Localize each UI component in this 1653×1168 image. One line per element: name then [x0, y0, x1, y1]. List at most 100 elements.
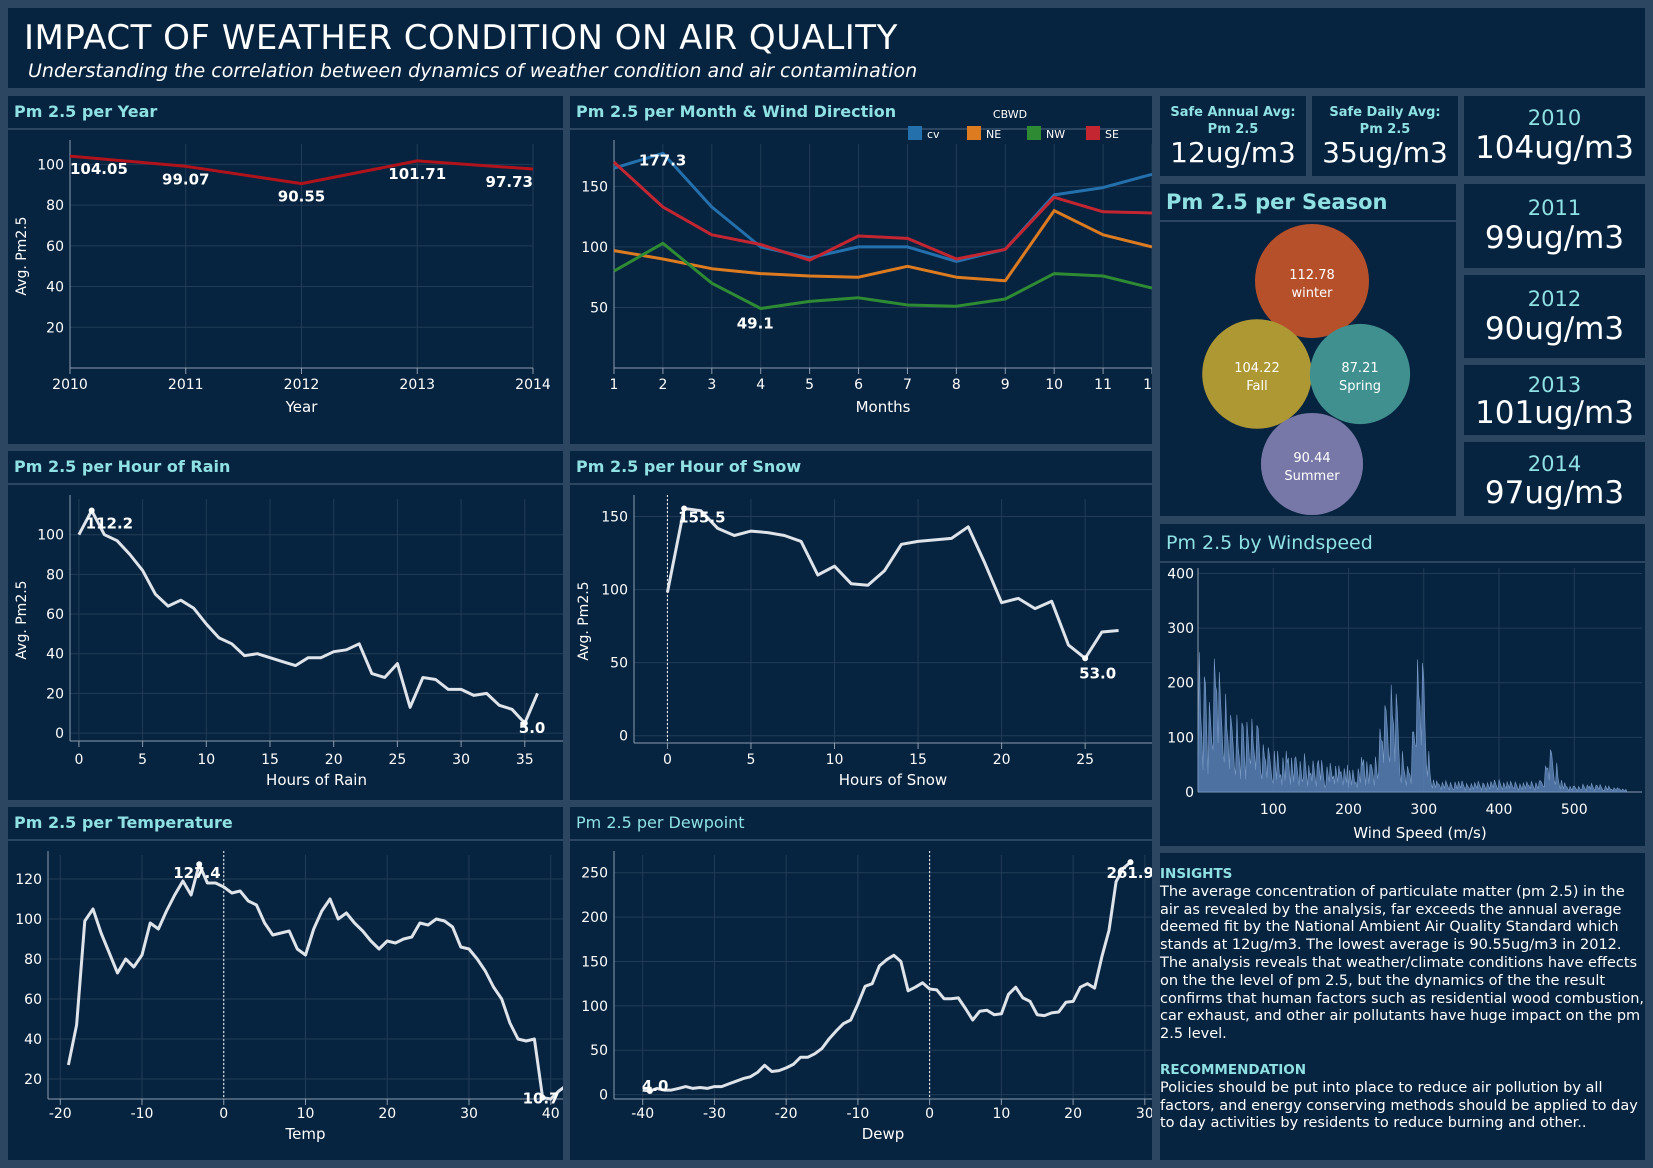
x-tick-label: 5 — [805, 377, 814, 393]
bubble-season-label: Spring — [1339, 379, 1381, 394]
annotation-marker — [196, 861, 203, 868]
y-tick-label: 100 — [37, 157, 64, 173]
legend-title: CBWD — [993, 108, 1027, 121]
x-tick-label: 100 — [1260, 802, 1287, 818]
y-axis-label: Avg. Pm2.5 — [14, 216, 30, 295]
year-card-value: 101ug/m3 — [1475, 395, 1634, 431]
series-line-NW — [613, 241, 1152, 310]
chart-panel-year: Pm 2.5 per Year 20 40 60 80 100 2010 2011 2012 2… — [8, 96, 563, 444]
y-tick-label: 20 — [24, 1072, 42, 1088]
y-axis-label: Avg. Pm2.5 — [14, 580, 30, 659]
chart-temp: 20 40 60 80 100 120 -20 -10 0 10 20 30 40 Temp 127.4 10… — [15, 851, 563, 1143]
chart-title-temp: Pm 2.5 per Temperature — [14, 813, 233, 832]
y-tick-label: 150 — [581, 179, 608, 195]
x-tick-label: 4 — [756, 377, 765, 393]
kpi-label: Safe Daily Avg: Pm 2.5 — [1329, 105, 1441, 137]
chart-wind: 0 100 200 300 400 100 200 300 400 500 Wind Speed (… — [1167, 566, 1642, 842]
insights-paragraph-2: The analysis reveals that weather/climat… — [1160, 954, 1645, 1043]
chart-title-year: Pm 2.5 per Year — [14, 102, 158, 121]
legend-swatch-NE — [967, 126, 981, 140]
chart-panel-season: Pm 2.5 per Season 112.78 winter 104.22 Fall… — [1160, 184, 1456, 516]
x-tick-label: 10 — [1045, 377, 1063, 393]
x-tick-label: 40 — [542, 1106, 560, 1122]
y-tick-label: 0 — [55, 726, 64, 742]
y-tick-label: 40 — [46, 647, 64, 663]
x-tick-label: 2014 — [515, 377, 551, 393]
legend-label-NE: NE — [986, 128, 1001, 141]
divider — [570, 128, 1152, 130]
chart-title-dewp: Pm 2.5 per Dewpoint — [576, 813, 745, 832]
bubble-season-label: Summer — [1284, 469, 1340, 484]
recommendation-paragraph: Policies should be put into place to red… — [1160, 1079, 1638, 1132]
x-axis-label: Wind Speed (m/s) — [1353, 824, 1486, 842]
year-card-value: 99ug/m3 — [1484, 220, 1625, 256]
chart-title-rain: Pm 2.5 per Hour of Rain — [14, 457, 231, 476]
x-tick-label: 5 — [747, 752, 756, 768]
x-tick-label: -20 — [49, 1106, 72, 1122]
series-line-cv — [613, 151, 1152, 263]
kpi-label: Safe Annual Avg: Pm 2.5 — [1170, 105, 1296, 137]
y-tick-label: 150 — [581, 954, 608, 970]
x-tick-label: 25 — [388, 752, 406, 768]
annotation-label: 177.3 — [639, 151, 686, 169]
insights-text: INSIGHTS The average concentration of pa… — [1160, 866, 1645, 1133]
header: IMPACT OF WEATHER CONDITION ON AIR QUALI… — [8, 8, 1645, 88]
chart-year: 20 40 60 80 100 2010 2011 2012 2013 2014 Year Avg. … — [14, 140, 551, 416]
spacer — [1160, 1044, 1645, 1062]
year-card-value: 97ug/m3 — [1484, 475, 1625, 511]
chart-panel-snow: Pm 2.5 per Hour of Snow 0 50 100 150 0 5 10 15 2… — [570, 451, 1152, 800]
y-tick-label: 60 — [24, 992, 42, 1008]
y-tick-label: 120 — [15, 872, 42, 888]
x-tick-label: -40 — [631, 1106, 654, 1122]
chart-title-wind: Pm 2.5 by Windspeed — [1166, 532, 1373, 554]
legend-label-NW: NW — [1046, 128, 1065, 141]
annotation-label: 53.0 — [1079, 664, 1116, 682]
chart-panel-month: Pm 2.5 per Month & Wind Direction 50 100 1… — [570, 96, 1152, 444]
wind-area — [1197, 652, 1628, 793]
chart-title-month: Pm 2.5 per Month & Wind Direction — [576, 102, 897, 121]
year-card-value: 104ug/m3 — [1475, 130, 1634, 166]
year-card-label: 2012 — [1527, 287, 1582, 311]
chart-snow: 0 50 100 150 0 5 10 15 20 25 Hours of Snow Avg. Pm2… — [576, 495, 1152, 789]
bubble-season-label: winter — [1292, 286, 1334, 301]
bubble-value-label: 112.78 — [1289, 268, 1335, 283]
y-tick-label: 100 — [15, 912, 42, 928]
x-axis-label: Months — [856, 398, 911, 416]
x-tick-label: -10 — [131, 1106, 154, 1122]
annotation-marker — [521, 720, 528, 727]
data-label: 90.55 — [278, 188, 325, 206]
annotation-label: 10.7 — [523, 1090, 560, 1108]
chart-title-season: Pm 2.5 per Season — [1166, 190, 1388, 214]
x-tick-label: 0 — [925, 1106, 934, 1122]
x-tick-label: 0 — [663, 752, 672, 768]
insights-heading: INSIGHTS — [1160, 866, 1233, 882]
x-tick-label: 20 — [1064, 1106, 1082, 1122]
divider — [570, 483, 1152, 485]
x-tick-label: 2010 — [52, 377, 88, 393]
chart-panel-temp: Pm 2.5 per Temperature 20 40 60 80 100 120 -20… — [8, 807, 563, 1160]
y-tick-label: 300 — [1167, 621, 1194, 637]
y-tick-label: 100 — [581, 240, 608, 256]
series-line — [69, 154, 534, 186]
x-tick-label: 15 — [909, 752, 927, 768]
page-subtitle: Understanding the correlation between dy… — [28, 60, 918, 82]
x-tick-label: 500 — [1561, 802, 1588, 818]
x-tick-label: 6 — [854, 377, 863, 393]
series-line — [642, 861, 1132, 1093]
chart-panel-rain: Pm 2.5 per Hour of Rain 0 20 40 60 80 100 0 5 10… — [8, 451, 563, 800]
x-axis-label: Year — [285, 398, 319, 416]
year-card-2012: 2012 90ug/m3 — [1464, 275, 1645, 358]
y-tick-label: 60 — [46, 607, 64, 623]
annotation-marker — [1127, 859, 1134, 866]
x-tick-label: 400 — [1486, 802, 1513, 818]
y-tick-label: 50 — [590, 300, 608, 316]
y-tick-label: 100 — [601, 583, 628, 599]
x-tick-label: 1 — [610, 377, 619, 393]
annotation-marker — [88, 507, 95, 514]
x-tick-label: 10 — [297, 1106, 315, 1122]
annotation-marker — [1082, 655, 1089, 662]
series-line — [66, 862, 563, 1101]
series-line-SE — [612, 161, 1152, 262]
year-card-2011: 2011 99ug/m3 — [1464, 184, 1645, 268]
x-tick-label: 5 — [138, 752, 147, 768]
